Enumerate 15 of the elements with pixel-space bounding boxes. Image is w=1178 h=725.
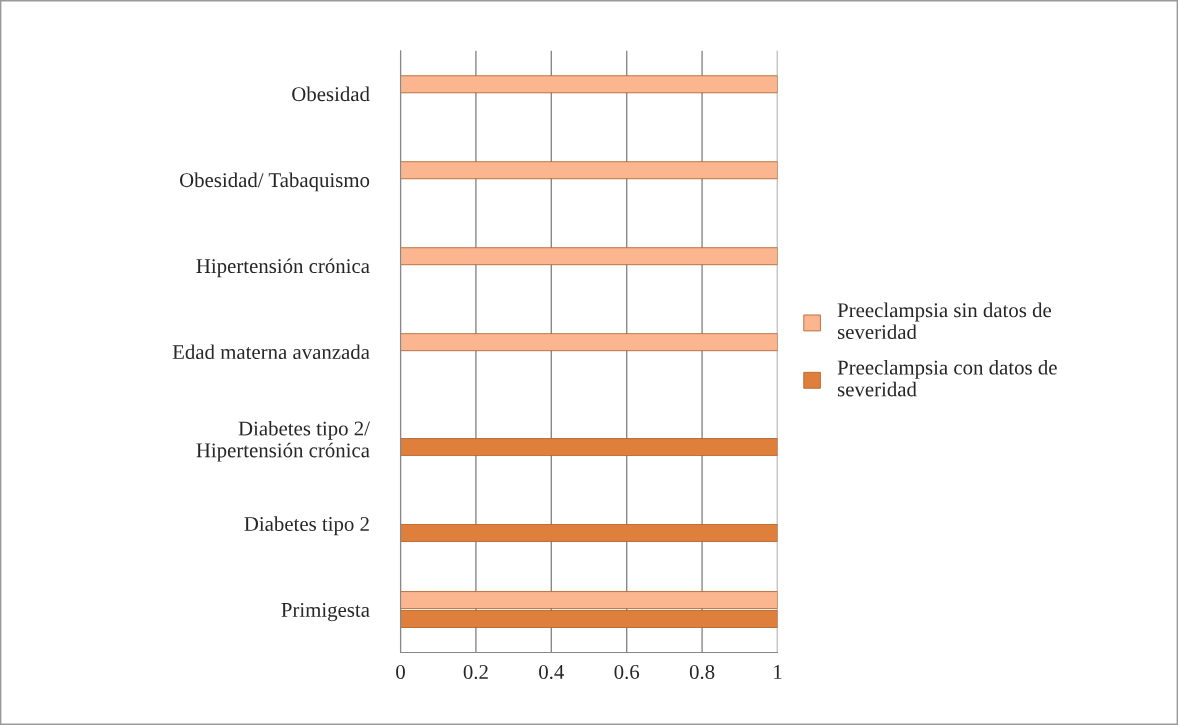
legend-label: Preeclampsia con datos de severidad: [837, 359, 1057, 397]
legend-label: Preeclampsia sin datos de severidad: [837, 302, 1052, 340]
y-tick-label: Obesidad/ Tabaquismo: [179, 172, 370, 192]
x-tick-label: 0.6: [614, 664, 640, 680]
y-tick-label: Diabetes tipo 2/ Hipertensión crónica: [196, 420, 370, 462]
x-tick-label: 0.4: [539, 664, 564, 680]
x-tick-label: 1: [774, 665, 782, 679]
x-tick-label: 0.2: [463, 664, 488, 680]
y-tick-label: Hipertensión crónica: [196, 258, 370, 278]
x-tick-label: 0.8: [689, 664, 715, 680]
y-tick-label: Edad materna avanzada: [172, 344, 370, 360]
y-tick-label: Obesidad: [292, 86, 370, 102]
y-tick-label: Primigesta: [281, 602, 370, 622]
x-tick-label: 0: [396, 664, 405, 679]
y-tick-label: Diabetes tipo 2: [244, 516, 369, 536]
